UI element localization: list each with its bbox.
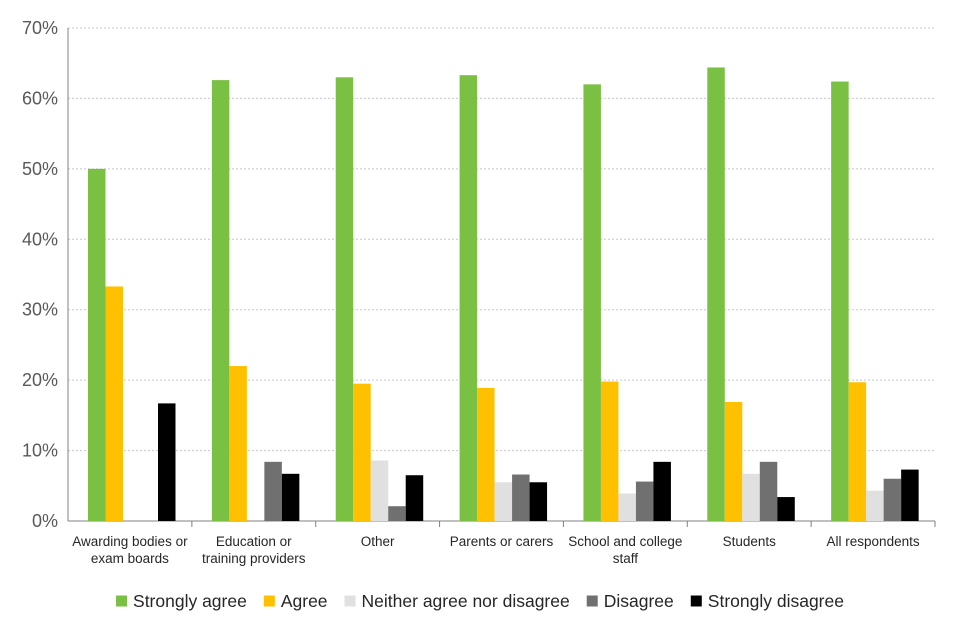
bar bbox=[583, 84, 601, 521]
x-category-label: Students bbox=[723, 534, 777, 549]
x-category-label: Education or bbox=[216, 534, 292, 549]
x-category-label: training providers bbox=[202, 551, 306, 566]
y-tick-label: 0% bbox=[32, 511, 58, 531]
bar bbox=[494, 482, 513, 521]
bar bbox=[388, 506, 406, 521]
legend-label: Disagree bbox=[604, 591, 674, 611]
bar bbox=[759, 461, 778, 521]
legend-label: Strongly disagree bbox=[708, 591, 844, 611]
bar bbox=[229, 366, 247, 521]
bar bbox=[653, 461, 671, 521]
bar bbox=[883, 478, 902, 521]
bar bbox=[459, 75, 478, 522]
x-category-label: Parents or carers bbox=[450, 534, 554, 549]
bar bbox=[512, 474, 530, 521]
y-tick-label: 10% bbox=[22, 441, 58, 461]
legend-swatch bbox=[344, 595, 356, 607]
bar bbox=[370, 460, 389, 521]
legend-label: Strongly agree bbox=[133, 591, 247, 611]
bar bbox=[901, 469, 919, 521]
bar bbox=[618, 493, 636, 521]
bar bbox=[600, 381, 619, 521]
x-category-label: All respondents bbox=[827, 534, 920, 549]
bar bbox=[707, 67, 725, 521]
bar bbox=[848, 382, 867, 521]
bar bbox=[105, 286, 123, 521]
bar bbox=[211, 80, 230, 522]
y-tick-label: 60% bbox=[22, 88, 58, 108]
bar bbox=[831, 81, 849, 522]
bar bbox=[88, 168, 106, 521]
bar bbox=[405, 475, 424, 521]
bar bbox=[866, 490, 884, 521]
legend-swatch bbox=[586, 595, 598, 607]
bar bbox=[724, 401, 743, 521]
x-category-label: School and college bbox=[568, 534, 682, 549]
legend: Strongly agree Agree Neither agree nor dis… bbox=[116, 591, 844, 611]
bar bbox=[158, 403, 176, 521]
bar bbox=[281, 473, 300, 521]
bar bbox=[529, 482, 548, 521]
x-category-label: exam boards bbox=[91, 551, 169, 566]
y-tick-label: 50% bbox=[22, 159, 58, 179]
bar bbox=[477, 387, 495, 521]
bar bbox=[335, 77, 354, 522]
bar bbox=[353, 383, 371, 521]
bar bbox=[635, 481, 654, 521]
y-tick-label: 40% bbox=[22, 229, 58, 249]
y-tick-label: 70% bbox=[22, 18, 58, 38]
legend-swatch bbox=[116, 595, 128, 607]
bar bbox=[264, 461, 282, 521]
legend-label: Agree bbox=[281, 591, 328, 611]
x-category-label: Other bbox=[361, 534, 395, 549]
x-category-label: staff bbox=[613, 551, 639, 566]
bar bbox=[777, 497, 795, 521]
legend-swatch bbox=[690, 595, 702, 607]
bar bbox=[742, 473, 760, 521]
y-tick-label: 20% bbox=[22, 370, 58, 390]
legend-label: Neither agree nor disagree bbox=[362, 591, 570, 611]
legend-swatch bbox=[263, 595, 275, 607]
x-category-label: Awarding bodies or bbox=[72, 534, 188, 549]
y-tick-label: 30% bbox=[22, 300, 58, 320]
